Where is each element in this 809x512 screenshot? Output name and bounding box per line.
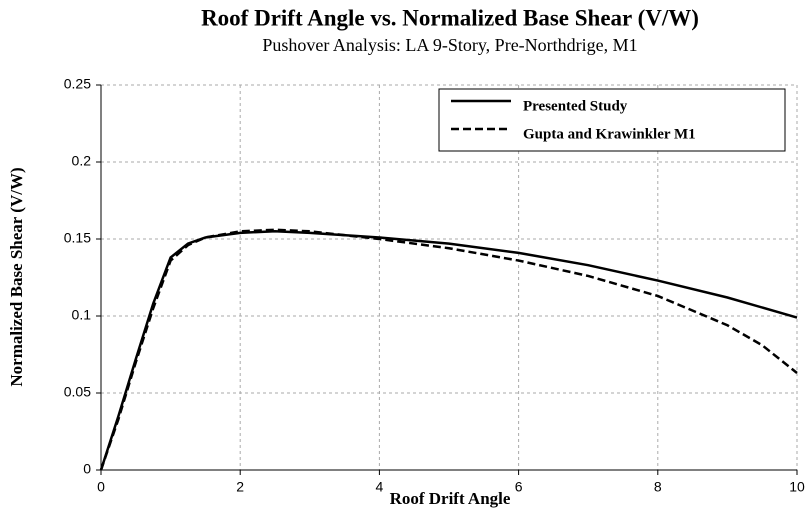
x-tick-label: 4 bbox=[376, 479, 384, 495]
x-axis-label: Roof Drift Angle bbox=[390, 489, 511, 508]
y-tick-label: 0.2 bbox=[72, 153, 92, 169]
y-tick-label: 0.15 bbox=[64, 230, 91, 246]
x-tick-label: 10 bbox=[789, 479, 805, 495]
legend-label: Gupta and Krawinkler M1 bbox=[523, 126, 696, 142]
y-tick-label: 0.25 bbox=[64, 76, 91, 92]
legend-box bbox=[438, 88, 786, 152]
chart-subtitle: Pushover Analysis: LA 9-Story, Pre-North… bbox=[262, 35, 637, 55]
y-tick-label: 0.1 bbox=[72, 307, 92, 323]
x-tick-label: 6 bbox=[515, 479, 523, 495]
series-line bbox=[99, 230, 798, 471]
x-tick-label: 8 bbox=[654, 479, 662, 495]
legend-label: Presented Study bbox=[523, 98, 628, 114]
y-axis-label: Normalized Base Shear (V/W) bbox=[7, 167, 26, 386]
series-line bbox=[99, 228, 798, 471]
chart-title: Roof Drift Angle vs. Normalized Base She… bbox=[201, 5, 699, 30]
y-tick-label: 0 bbox=[83, 461, 91, 477]
y-tick-label: 0.05 bbox=[64, 384, 91, 400]
x-tick-label: 0 bbox=[97, 479, 105, 495]
x-tick-label: 2 bbox=[236, 479, 244, 495]
